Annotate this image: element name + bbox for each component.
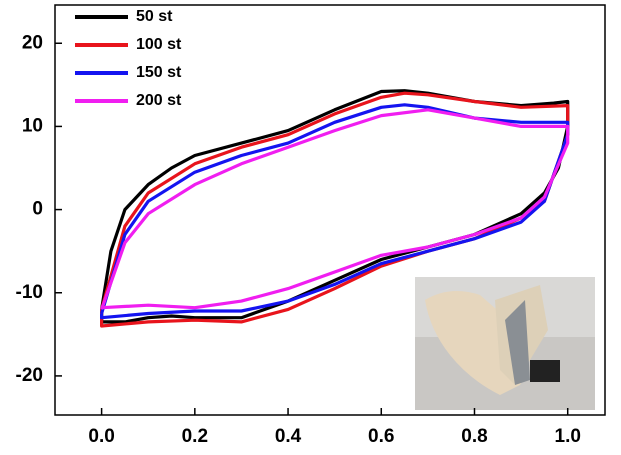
legend-label: 200 st bbox=[136, 92, 182, 109]
x-tick-label: 0.0 bbox=[88, 426, 114, 447]
series-line bbox=[100, 91, 570, 328]
x-tick-label: 0.8 bbox=[461, 426, 487, 447]
x-tick-label: 0.6 bbox=[368, 426, 394, 447]
inset-photo bbox=[415, 277, 595, 410]
legend-label: 100 st bbox=[136, 36, 182, 53]
y-tick-label: 20 bbox=[22, 32, 43, 53]
y-tick-label: -10 bbox=[16, 282, 43, 303]
series-line bbox=[100, 108, 570, 310]
y-tick-label: 0 bbox=[32, 199, 43, 220]
x-tick-label: 0.2 bbox=[182, 426, 208, 447]
legend-label: 50 st bbox=[136, 8, 173, 25]
x-tick-label: 1.0 bbox=[555, 426, 581, 447]
y-tick-label: -20 bbox=[16, 365, 43, 386]
legend-label: 150 st bbox=[136, 64, 182, 81]
x-tick-label: 0.4 bbox=[275, 426, 302, 447]
y-tick-label: 10 bbox=[22, 115, 43, 136]
